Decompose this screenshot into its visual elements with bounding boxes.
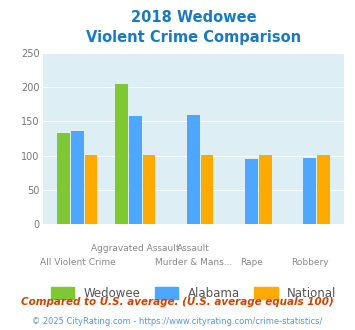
Title: 2018 Wedowee
Violent Crime Comparison: 2018 Wedowee Violent Crime Comparison <box>86 10 301 45</box>
Text: Robbery: Robbery <box>291 258 328 267</box>
Bar <box>317 155 329 224</box>
Text: Assault: Assault <box>177 244 210 253</box>
Text: © 2025 CityRating.com - https://www.cityrating.com/crime-statistics/: © 2025 CityRating.com - https://www.city… <box>32 317 323 326</box>
Text: Compared to U.S. average. (U.S. average equals 100): Compared to U.S. average. (U.S. average … <box>21 297 334 307</box>
Legend: Wedowee, Alabama, National: Wedowee, Alabama, National <box>46 282 341 304</box>
Bar <box>71 131 84 224</box>
Bar <box>245 159 258 224</box>
Bar <box>259 155 272 224</box>
Bar <box>115 84 128 224</box>
Bar <box>201 155 213 224</box>
Bar <box>129 116 142 224</box>
Text: Rape: Rape <box>240 258 263 267</box>
Bar <box>303 158 316 224</box>
Bar <box>85 155 97 224</box>
Text: Aggravated Assault: Aggravated Assault <box>91 244 180 253</box>
Text: Murder & Mans...: Murder & Mans... <box>155 258 232 267</box>
Bar <box>143 155 155 224</box>
Bar <box>58 133 70 224</box>
Text: All Violent Crime: All Violent Crime <box>39 258 115 267</box>
Bar <box>187 115 200 224</box>
